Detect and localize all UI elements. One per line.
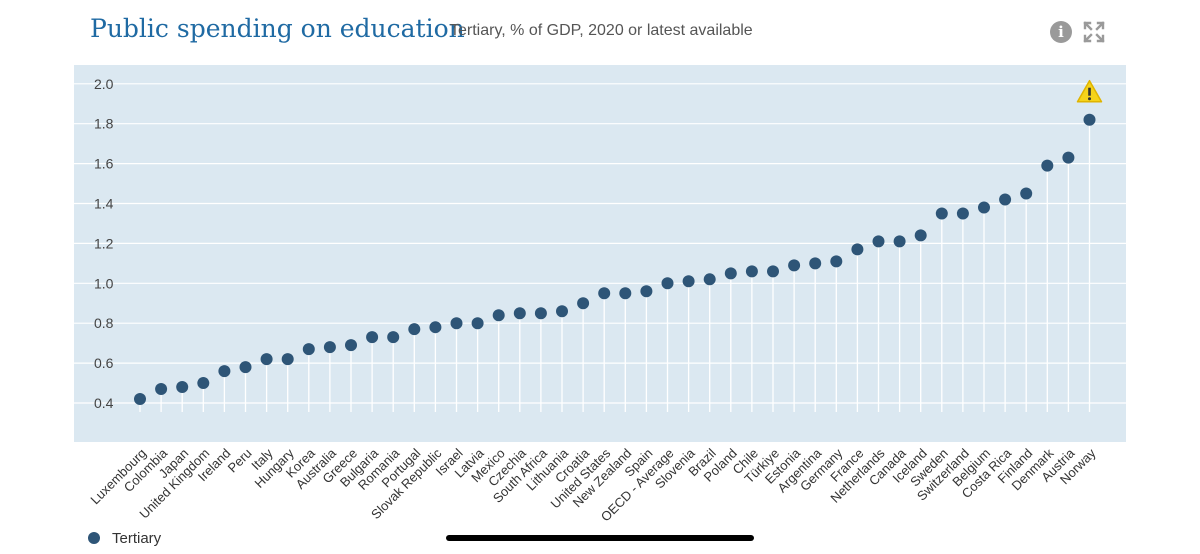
data-point[interactable] [914,229,927,242]
data-point[interactable] [513,307,526,320]
data-point[interactable] [197,377,210,390]
data-point[interactable] [999,193,1012,206]
data-point[interactable] [429,321,442,334]
plot-area [74,65,1126,442]
data-point[interactable] [492,309,505,322]
data-point[interactable] [682,275,695,288]
gridlines [74,83,1126,404]
y-tick-label: 1.6 [94,156,114,172]
data-point[interactable] [408,323,421,336]
data-point[interactable] [1041,159,1054,172]
warning-icon[interactable] [1076,79,1103,103]
data-point[interactable] [703,273,716,286]
data-point[interactable] [366,331,379,344]
data-point[interactable] [387,331,400,344]
expand-icon[interactable] [1082,20,1106,44]
chart: 0.4 0.6 0.8 1.0 1.2 1.4 1.6 1.8 2.0 LuxembourgCo… [74,65,1126,524]
data-point[interactable] [450,317,463,330]
y-tick-label: 0.6 [94,355,114,371]
data-point[interactable] [302,343,315,356]
data-point[interactable] [598,287,611,300]
data-point[interactable] [1062,151,1075,164]
legend-label: Tertiary [112,530,162,547]
data-point[interactable] [640,285,653,298]
data-point[interactable] [155,383,168,396]
y-tick-label: 1.0 [94,275,114,291]
data-point[interactable] [767,265,779,278]
data-point[interactable] [619,287,632,300]
data-point[interactable] [345,339,357,352]
data-point[interactable] [935,207,948,220]
data-point[interactable] [809,257,822,270]
data-point[interactable] [1020,187,1033,200]
data-point[interactable] [176,381,189,394]
data-point[interactable] [830,255,843,268]
warning-dot [1088,97,1091,101]
warning-mark [1088,87,1091,96]
data-point[interactable] [956,207,969,220]
y-tick-label: 2.0 [94,76,114,92]
data-point[interactable] [724,267,737,280]
y-tick-label: 1.4 [94,196,114,212]
data-point[interactable] [323,341,336,354]
data-point[interactable] [872,235,885,248]
data-point[interactable] [134,393,146,406]
y-tick-label: 0.4 [94,395,114,411]
points[interactable] [134,113,1096,406]
home-indicator[interactable] [446,535,754,541]
info-icon[interactable]: i [1050,21,1072,43]
y-tick-label: 1.8 [94,116,114,132]
data-point[interactable] [471,317,484,330]
data-point[interactable] [534,307,547,320]
data-point[interactable] [893,235,906,248]
data-point[interactable] [577,297,590,310]
data-point[interactable] [661,277,674,290]
data-point[interactable] [1083,113,1096,126]
data-point[interactable] [788,259,801,272]
data-point[interactable] [978,201,990,214]
data-point[interactable] [556,305,568,318]
y-axis-ticks: 0.4 0.6 0.8 1.0 1.2 1.4 1.6 1.8 2.0 [94,76,114,411]
data-point[interactable] [851,243,864,256]
y-tick-label: 0.8 [94,315,114,331]
data-point[interactable] [281,353,294,366]
data-point[interactable] [260,353,273,366]
legend[interactable]: Tertiary [88,530,161,547]
data-point[interactable] [745,265,758,278]
chart-title: Public spending on education [90,14,465,43]
stems [139,119,1091,412]
data-point[interactable] [218,365,231,378]
chart-subtitle: Tertiary, % of GDP, 2020 or latest avail… [450,22,753,39]
y-tick-label: 1.2 [94,235,114,251]
data-point[interactable] [239,361,252,374]
legend-marker [88,532,100,544]
